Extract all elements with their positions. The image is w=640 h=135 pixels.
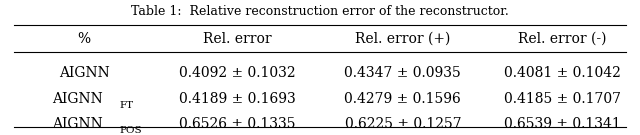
Text: AIGNN: AIGNN: [52, 92, 103, 106]
Text: Rel. error: Rel. error: [203, 32, 271, 46]
Text: 0.6539 ± 0.1341: 0.6539 ± 0.1341: [504, 117, 621, 131]
Text: Rel. error (-): Rel. error (-): [518, 32, 606, 46]
Text: FT: FT: [119, 101, 133, 110]
Text: 0.4092 ± 0.1032: 0.4092 ± 0.1032: [179, 66, 296, 80]
Text: AIGNN: AIGNN: [52, 117, 103, 131]
Text: 0.4189 ± 0.1693: 0.4189 ± 0.1693: [179, 92, 296, 106]
Text: 0.4347 ± 0.0935: 0.4347 ± 0.0935: [344, 66, 461, 80]
Text: POS: POS: [119, 126, 142, 135]
Text: 0.4279 ± 0.1596: 0.4279 ± 0.1596: [344, 92, 461, 106]
Text: 0.6526 ± 0.1335: 0.6526 ± 0.1335: [179, 117, 296, 131]
Text: AIGNN: AIGNN: [59, 66, 109, 80]
Text: Rel. error (+): Rel. error (+): [355, 32, 451, 46]
Text: Table 1:  Relative reconstruction error of the reconstructor.: Table 1: Relative reconstruction error o…: [131, 5, 509, 18]
Text: %: %: [77, 32, 91, 46]
Text: 0.4185 ± 0.1707: 0.4185 ± 0.1707: [504, 92, 621, 106]
Text: 0.6225 ± 0.1257: 0.6225 ± 0.1257: [344, 117, 461, 131]
Text: 0.4081 ± 0.1042: 0.4081 ± 0.1042: [504, 66, 621, 80]
